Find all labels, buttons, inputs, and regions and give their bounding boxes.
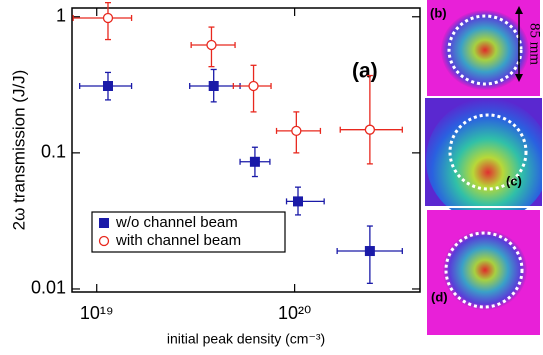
x-axis-label: initial peak density (cm⁻³) [167,331,325,347]
scale-label: 85 mm [527,23,543,65]
point [103,81,113,91]
point [207,41,216,50]
image-panels: (b) (c) (d) 85 mm [424,0,543,335]
point [209,81,219,91]
y-tick-label: 0.1 [41,142,66,162]
panel-label: (c) [506,173,522,188]
x-tick-label: 10¹⁹ [80,303,114,323]
beam-d [443,230,527,310]
x-tick-label: 10²⁰ [278,303,311,323]
point [103,13,112,22]
figure: (b) (c) (d) 85 mm 2ω transmission (J/J) … [0,0,543,355]
legend-marker [100,237,109,246]
point [365,125,374,134]
point [250,157,260,167]
point [292,126,301,135]
panel-label: (b) [430,5,447,20]
panel-label: (d) [431,289,448,304]
y-axis-label: 2ω transmission (J/J) [9,70,28,231]
y-tick-label: 0.01 [31,278,66,298]
legend-label: with channel beam [115,232,241,249]
beam-b [441,10,529,90]
point [249,81,258,90]
annotation: (a) [352,60,378,83]
point [293,196,303,206]
legend-marker [99,218,109,228]
point [365,246,375,256]
legend-label: w/o channel beam [115,214,238,231]
y-tick-label: 1 [56,6,66,26]
